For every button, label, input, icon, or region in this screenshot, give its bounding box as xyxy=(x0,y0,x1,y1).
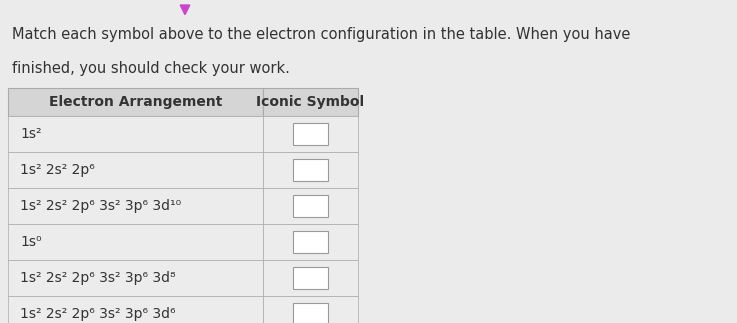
Text: Iconic Symbol: Iconic Symbol xyxy=(256,95,365,109)
Bar xyxy=(263,188,358,224)
Bar xyxy=(8,224,263,260)
Bar xyxy=(263,260,358,296)
Bar xyxy=(263,88,358,116)
Bar xyxy=(263,224,358,260)
Bar xyxy=(8,88,263,116)
Bar xyxy=(293,159,328,181)
Bar xyxy=(263,152,358,188)
Text: 1s² 2s² 2p⁶: 1s² 2s² 2p⁶ xyxy=(20,163,95,177)
Text: 1s² 2s² 2p⁶ 3s² 3p⁶ 3d⁸: 1s² 2s² 2p⁶ 3s² 3p⁶ 3d⁸ xyxy=(20,271,175,285)
Bar xyxy=(293,231,328,253)
Bar xyxy=(263,116,358,152)
Polygon shape xyxy=(181,5,190,15)
Text: 1s⁰: 1s⁰ xyxy=(20,235,41,249)
Text: finished, you should check your work.: finished, you should check your work. xyxy=(12,60,290,76)
Text: Match each symbol above to the electron configuration in the table. When you hav: Match each symbol above to the electron … xyxy=(12,27,630,43)
Bar xyxy=(293,303,328,323)
Bar xyxy=(8,188,263,224)
Bar xyxy=(293,195,328,217)
Bar xyxy=(8,296,263,323)
Text: 1s² 2s² 2p⁶ 3s² 3p⁶ 3d¹⁰: 1s² 2s² 2p⁶ 3s² 3p⁶ 3d¹⁰ xyxy=(20,199,181,213)
Bar xyxy=(8,260,263,296)
Bar xyxy=(8,116,263,152)
Bar xyxy=(293,267,328,289)
Text: 1s² 2s² 2p⁶ 3s² 3p⁶ 3d⁶: 1s² 2s² 2p⁶ 3s² 3p⁶ 3d⁶ xyxy=(20,307,175,321)
Text: Electron Arrangement: Electron Arrangement xyxy=(49,95,222,109)
Text: 1s²: 1s² xyxy=(20,127,41,141)
Bar xyxy=(293,123,328,145)
Bar xyxy=(8,152,263,188)
Bar xyxy=(263,296,358,323)
